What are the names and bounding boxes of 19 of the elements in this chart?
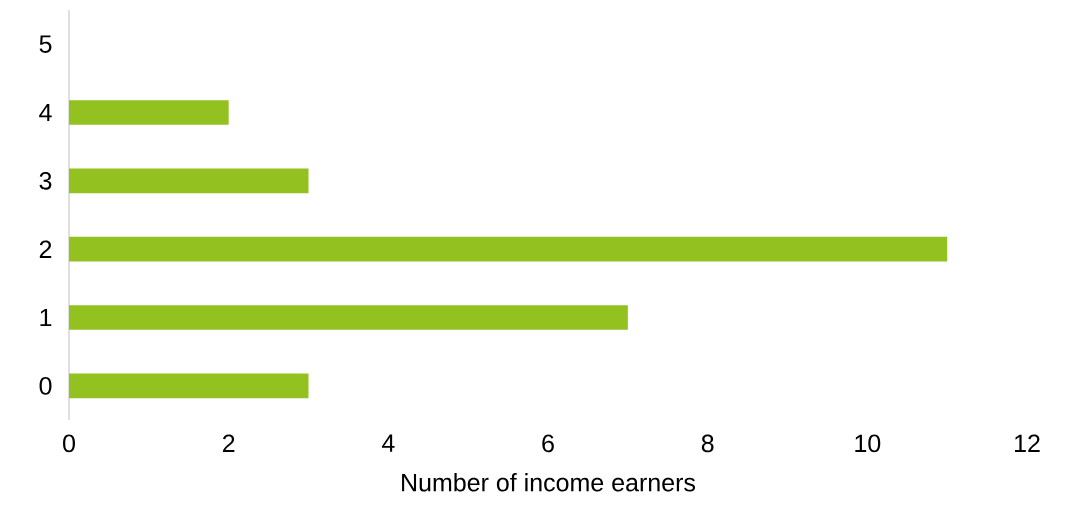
bar	[69, 100, 229, 125]
y-tick-label: 5	[39, 35, 52, 53]
y-tick-label: 3	[39, 171, 52, 190]
bar	[69, 373, 309, 399]
x-tick-label: 2	[222, 434, 235, 452]
x-axis-title: Number of income earners	[402, 473, 696, 492]
x-tick-label: 8	[701, 434, 714, 453]
x-tick-label: 12	[1015, 434, 1040, 452]
x-tick-label: 10	[855, 434, 881, 453]
x-tick-label: 6	[542, 434, 554, 453]
y-tick-label: 2	[39, 240, 52, 258]
bar	[69, 168, 309, 194]
bar	[69, 236, 948, 262]
x-tick-label: 4	[381, 434, 395, 452]
y-tick-label: 1	[40, 308, 52, 327]
x-tick-label: 0	[63, 434, 75, 453]
y-tick-label: 4	[39, 103, 52, 122]
y-tick-label: 0	[39, 376, 52, 395]
bar	[69, 305, 628, 330]
